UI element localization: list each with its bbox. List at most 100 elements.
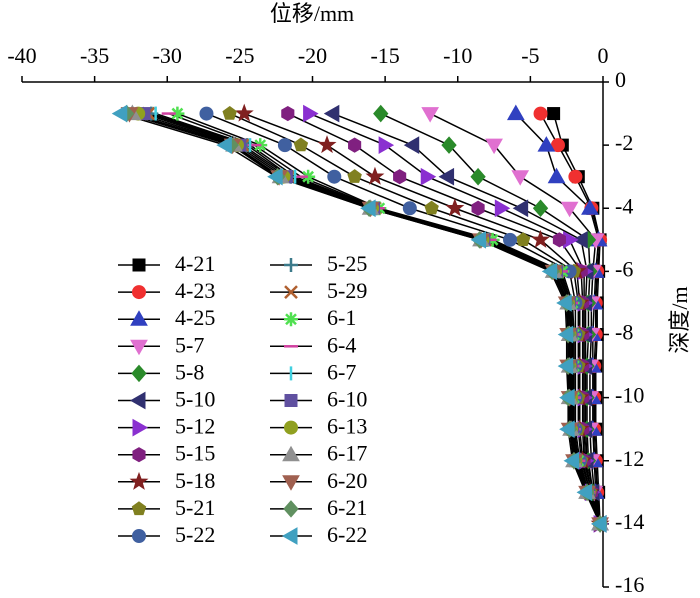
data-point [378,136,395,154]
y-tick-label: -6 [615,256,633,281]
data-point [373,104,389,123]
data-point [438,167,455,186]
data-point [494,199,511,218]
data-point [327,169,342,184]
legend-marker [130,339,148,356]
legend-label: 4-21 [175,251,215,276]
data-point [420,167,437,186]
legend-marker [130,310,148,326]
legend-marker [132,258,146,272]
data-point [512,199,529,218]
x-tick-label: -5 [521,43,539,68]
y-tick-label: 0 [615,67,626,92]
y-tick-label: -2 [615,130,633,155]
data-point [293,137,309,152]
data-point [222,105,237,120]
data-point [557,357,574,375]
data-point [199,106,214,121]
legend-label: 4-23 [175,278,215,303]
legend-marker [132,529,146,543]
data-point [445,198,465,217]
legend-marker [282,475,300,491]
x-tick-label: -10 [443,43,472,68]
data-point [511,170,530,186]
data-point [393,169,407,185]
data-point [547,167,566,184]
data-point [557,325,574,344]
legend-label: 5-7 [175,332,204,357]
data-point [560,201,579,218]
legend-marker [132,285,146,300]
x-tick-label: -25 [225,43,254,68]
data-point [216,136,232,154]
legend-marker [131,501,147,516]
legend-label: 5-10 [175,387,215,412]
legend-marker [281,527,298,545]
legend-marker [131,364,147,383]
legend-label: 4-25 [175,305,215,330]
data-point [591,515,607,533]
data-point [503,232,518,247]
data-point [170,106,185,121]
data-point [402,201,417,216]
legend-label: 5-22 [175,522,215,547]
x-tick-label: -30 [153,43,182,68]
legend-label: 5-18 [175,468,215,493]
legend-marker [129,391,146,410]
data-point [531,229,551,248]
legend-label: 6-21 [327,495,367,520]
legend-label: 6-4 [327,332,356,357]
y-axis-label: 深度/m [667,286,692,353]
legend-label: 5-15 [175,441,215,466]
legend-label: 5-25 [327,251,367,276]
legend-label: 6-20 [327,468,367,493]
data-point [572,230,588,249]
data-point [537,136,556,152]
legend-marker [129,471,149,490]
x-tick-label: 0 [598,43,609,68]
y-tick-label: -12 [615,446,644,471]
legend-marker [284,394,298,407]
legend-label: 5-29 [327,278,367,303]
legend-label: 5-21 [175,495,215,520]
legend-marker [284,285,298,299]
data-point [556,294,572,312]
legend-marker [132,418,149,437]
data-point [323,104,340,123]
legend-label: 6-1 [327,305,356,330]
data-point [541,262,558,281]
data-point [581,199,599,215]
data-point [281,105,295,122]
data-point [234,103,254,122]
legend-label: 6-13 [327,414,367,439]
data-point [485,138,503,155]
y-tick-label: -8 [615,320,633,345]
legend-marker [284,258,298,272]
y-tick-label: -16 [615,572,644,597]
data-point [552,232,566,248]
data-point [111,104,128,123]
legend-marker [284,420,298,435]
data-point [563,451,579,470]
data-point [470,230,487,249]
data-point [365,166,385,185]
series-line [168,112,601,525]
legend-label: 6-17 [327,441,367,466]
x-tick-label: -40 [7,43,36,68]
data-point [267,167,283,186]
data-point [576,483,593,502]
data-point [515,232,531,246]
legend-marker [283,500,299,518]
legend-label: 6-22 [327,522,367,547]
data-point [533,106,548,121]
legend-label: 5-12 [175,414,215,439]
legend-marker [284,312,298,327]
data-point [348,137,362,153]
data-point [317,135,337,154]
y-tick-label: -10 [615,383,644,408]
legend-marker [132,447,146,463]
data-point [441,136,457,154]
data-point [568,169,583,184]
x-tick-label: -15 [370,43,399,68]
